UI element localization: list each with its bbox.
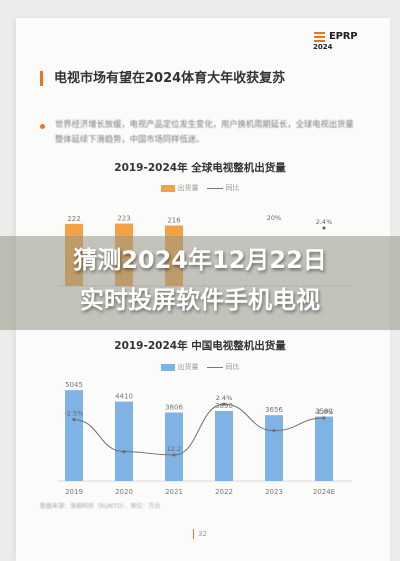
logo-brand: EPRP xyxy=(329,31,358,42)
bar-value-label: 4410 xyxy=(115,393,133,401)
bar xyxy=(315,416,333,481)
section-title: 电视市场有望在2024体育大年收获复苏 xyxy=(54,71,286,86)
bar xyxy=(165,412,183,481)
banner-line-1: 猜测2024年12月22日 xyxy=(73,246,327,274)
legend-bar-label: 出货量 xyxy=(177,363,199,371)
x-tick-label: 2021 xyxy=(165,488,183,496)
x-tick-label: 2024E xyxy=(313,488,335,496)
yoy-point xyxy=(72,417,76,422)
bar xyxy=(65,390,83,481)
bar-value-label: 3656 xyxy=(265,406,283,414)
logo-year: 2024 xyxy=(313,43,333,51)
yoy-point xyxy=(172,453,176,457)
x-tick-label: 2020 xyxy=(115,488,133,496)
bar xyxy=(265,415,283,481)
bar-value-label: 5045 xyxy=(65,381,83,389)
bar-value-label: 223 xyxy=(117,215,130,223)
legend-bar-swatch xyxy=(160,363,175,371)
bar-value-label: 216 xyxy=(167,217,181,225)
yoy-label: 2.4% xyxy=(216,394,233,402)
page-number: 32 xyxy=(0,529,400,539)
yoy-point xyxy=(322,226,326,230)
x-tick-label: 2023 xyxy=(265,488,283,496)
yoy-point xyxy=(322,416,326,420)
legend-line-label: 同比 xyxy=(225,363,240,371)
legend-line-swatch xyxy=(206,187,223,189)
data-source-note: 数据来源：洛图科技（RUNTO），单位：万台 xyxy=(40,503,161,510)
bottom-chart-title: 2019-2024年 中国电视整机出货量 xyxy=(114,340,286,352)
yoy-label: 12.2 xyxy=(167,445,181,453)
body-paragraph: 世界经济增长放缓，电视产品定位发生变化，用户换机周期延长，全球电视出货量整体延续… xyxy=(55,119,354,144)
bar-value-label: 3890 xyxy=(215,402,233,410)
title-banner xyxy=(0,236,400,330)
bottom-chart-legend: 出货量 同比 xyxy=(0,362,400,372)
top-chart-title: 2019-2024年 全球电视整机出货量 xyxy=(114,162,286,174)
top-chart-legend: 出货量 同比 xyxy=(0,183,400,193)
yoy-point xyxy=(122,449,126,454)
yoy-label: 2.4% xyxy=(316,218,333,226)
legend-line-swatch xyxy=(206,366,223,368)
bullet-dot-icon xyxy=(40,124,45,129)
banner-line-2: 实时投屏软件手机电视 xyxy=(80,286,320,314)
legend-bar-label: 出货量 xyxy=(177,184,199,192)
section-accent-bar xyxy=(40,71,43,86)
yoy-label: -2.5% xyxy=(65,410,84,418)
legend-bar-swatch xyxy=(160,184,175,192)
bar-value-label: 222 xyxy=(67,215,80,223)
page-number-value: 32 xyxy=(193,529,207,539)
bar-value-label: 3806 xyxy=(165,403,183,411)
bar xyxy=(215,410,233,481)
yoy-label: 20% xyxy=(267,214,281,222)
x-tick-label: 2022 xyxy=(215,488,233,496)
yoy-label: -2.0% xyxy=(315,408,334,416)
bar-value-label: 3582 xyxy=(315,408,333,416)
yoy-point xyxy=(272,429,276,433)
yoy-point xyxy=(222,402,226,406)
yoy-line xyxy=(73,403,325,456)
legend-line-label: 同比 xyxy=(225,184,240,192)
x-tick-label: 2019 xyxy=(65,488,83,496)
bar xyxy=(115,401,133,481)
